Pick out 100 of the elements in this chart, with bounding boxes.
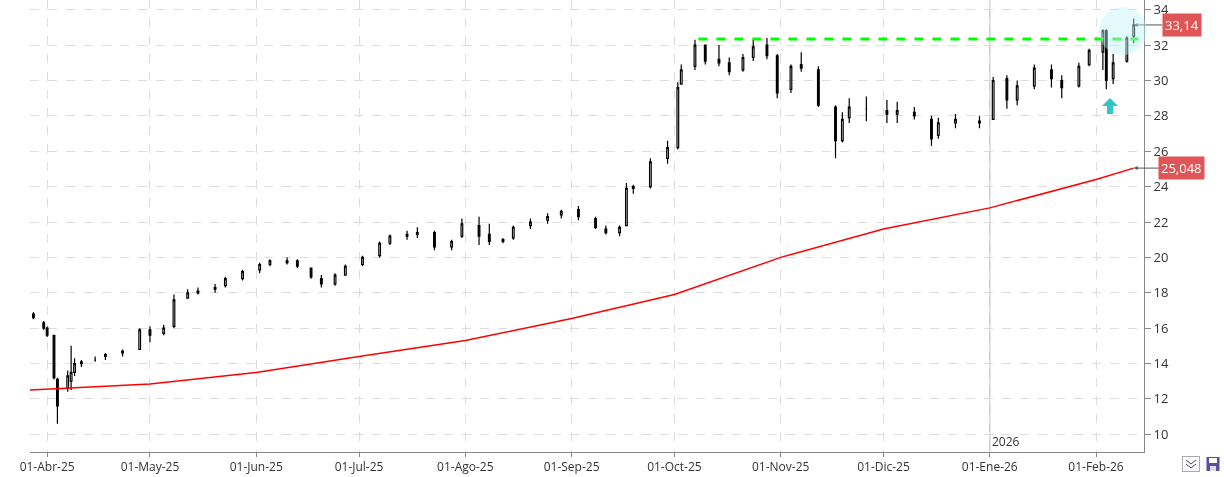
y-tick-label: 26 [1153,141,1169,160]
y-tick-label: 16 [1153,318,1169,337]
candlestick [309,267,313,280]
candlestick [343,263,347,276]
candlestick [333,272,337,287]
candlestick [991,76,995,121]
candlestick [121,348,124,358]
candlestick [885,99,889,124]
candlestick [576,205,580,221]
candlestick [847,97,851,124]
x-tick-label: 01-Ago-25 [437,458,494,476]
y-tick-label: 10 [1153,424,1169,443]
candlestick [388,233,392,246]
x-tick-label: 01-Jun-25 [229,458,283,476]
candlestick [799,51,803,73]
candlestick [559,209,563,220]
candlestick [895,101,899,124]
candlestick [79,359,83,368]
candlestick [405,230,409,241]
candlestick [162,324,166,336]
candlestick [196,286,200,296]
candlestick [213,283,217,294]
y-tick-label: 34 [1153,0,1170,19]
candlestick [31,311,35,320]
candlestick [693,39,697,71]
y-tick-label: 12 [1153,389,1169,408]
candlestick [487,223,491,246]
candlestick [741,53,745,73]
candlestick [816,65,820,108]
candlestick [148,325,152,343]
y-tick-label: 20 [1153,247,1169,266]
ref-line-label: 2026 [992,433,1020,450]
x-tick-label: 01-Feb-26 [1068,458,1124,476]
candlestick [93,355,97,363]
candlestick [223,276,227,289]
y-tick-label: 24 [1153,177,1170,196]
candlestick [1104,28,1108,90]
y-tick-label: 30 [1153,71,1169,90]
candlestick [1077,62,1081,89]
candlestick [501,237,505,244]
candlestick [676,81,680,151]
candlestick [546,212,550,225]
candlestick [631,184,635,195]
candlestick [1032,63,1036,90]
candlestick [703,44,707,66]
candlestick [361,255,364,267]
candlestick [765,37,769,60]
candlestick [172,293,176,329]
candlestick [648,157,652,190]
x-tick-label: 01-Sep-25 [543,458,600,476]
candlestick [450,239,454,251]
candlestick [1005,74,1009,110]
x-tick-label: 01-Ene-26 [961,458,1018,476]
candlestick [319,274,323,289]
candlestick [415,226,419,239]
candlestick [930,115,933,147]
candlestick [69,345,73,391]
candlestick [477,216,481,246]
candlestick [460,217,464,239]
candlestick [258,262,262,274]
x-tick-label: 01-May-25 [120,458,180,476]
candlestick [45,325,49,338]
candlestick [285,256,289,266]
candlestick [775,53,779,99]
annotation: 33,14 [1165,16,1199,34]
candlestick [433,230,436,251]
candlestick [978,115,981,129]
candlestick [912,106,916,121]
candlestick [624,182,628,227]
candlestick [1125,35,1129,64]
candlestick [604,224,608,235]
candlestick [378,240,382,258]
x-tick-label: 01-Jul-25 [334,458,384,476]
candlestick [268,258,272,267]
candlestick [138,327,142,350]
candlestick [594,216,598,230]
candlestick [618,224,621,237]
candlestick [751,39,755,62]
candlestick [186,288,190,299]
candlestick [529,217,532,230]
candlestick [840,111,844,144]
candlestick [864,95,868,122]
candlestick [954,113,957,129]
candlestick [1132,17,1136,44]
candlestick [1050,63,1053,89]
candlestick [1015,79,1019,106]
y-tick-label: 22 [1153,212,1169,231]
y-tick-label: 28 [1153,106,1169,125]
y-tick-label: 32 [1153,35,1169,54]
y-tick-label: 14 [1153,354,1170,373]
candlestick [1111,53,1115,85]
candlestick [511,224,515,241]
candlestick [936,117,940,140]
x-tick-label: 01-Dic-25 [857,458,910,476]
candlestick [1060,74,1064,99]
x-tick-label: 01-Oct-25 [647,458,702,476]
candlestick [241,269,244,281]
x-tick-label: 01-Abr-25 [19,458,75,476]
y-tick-label: 18 [1153,283,1169,302]
candlestick [1087,48,1091,67]
